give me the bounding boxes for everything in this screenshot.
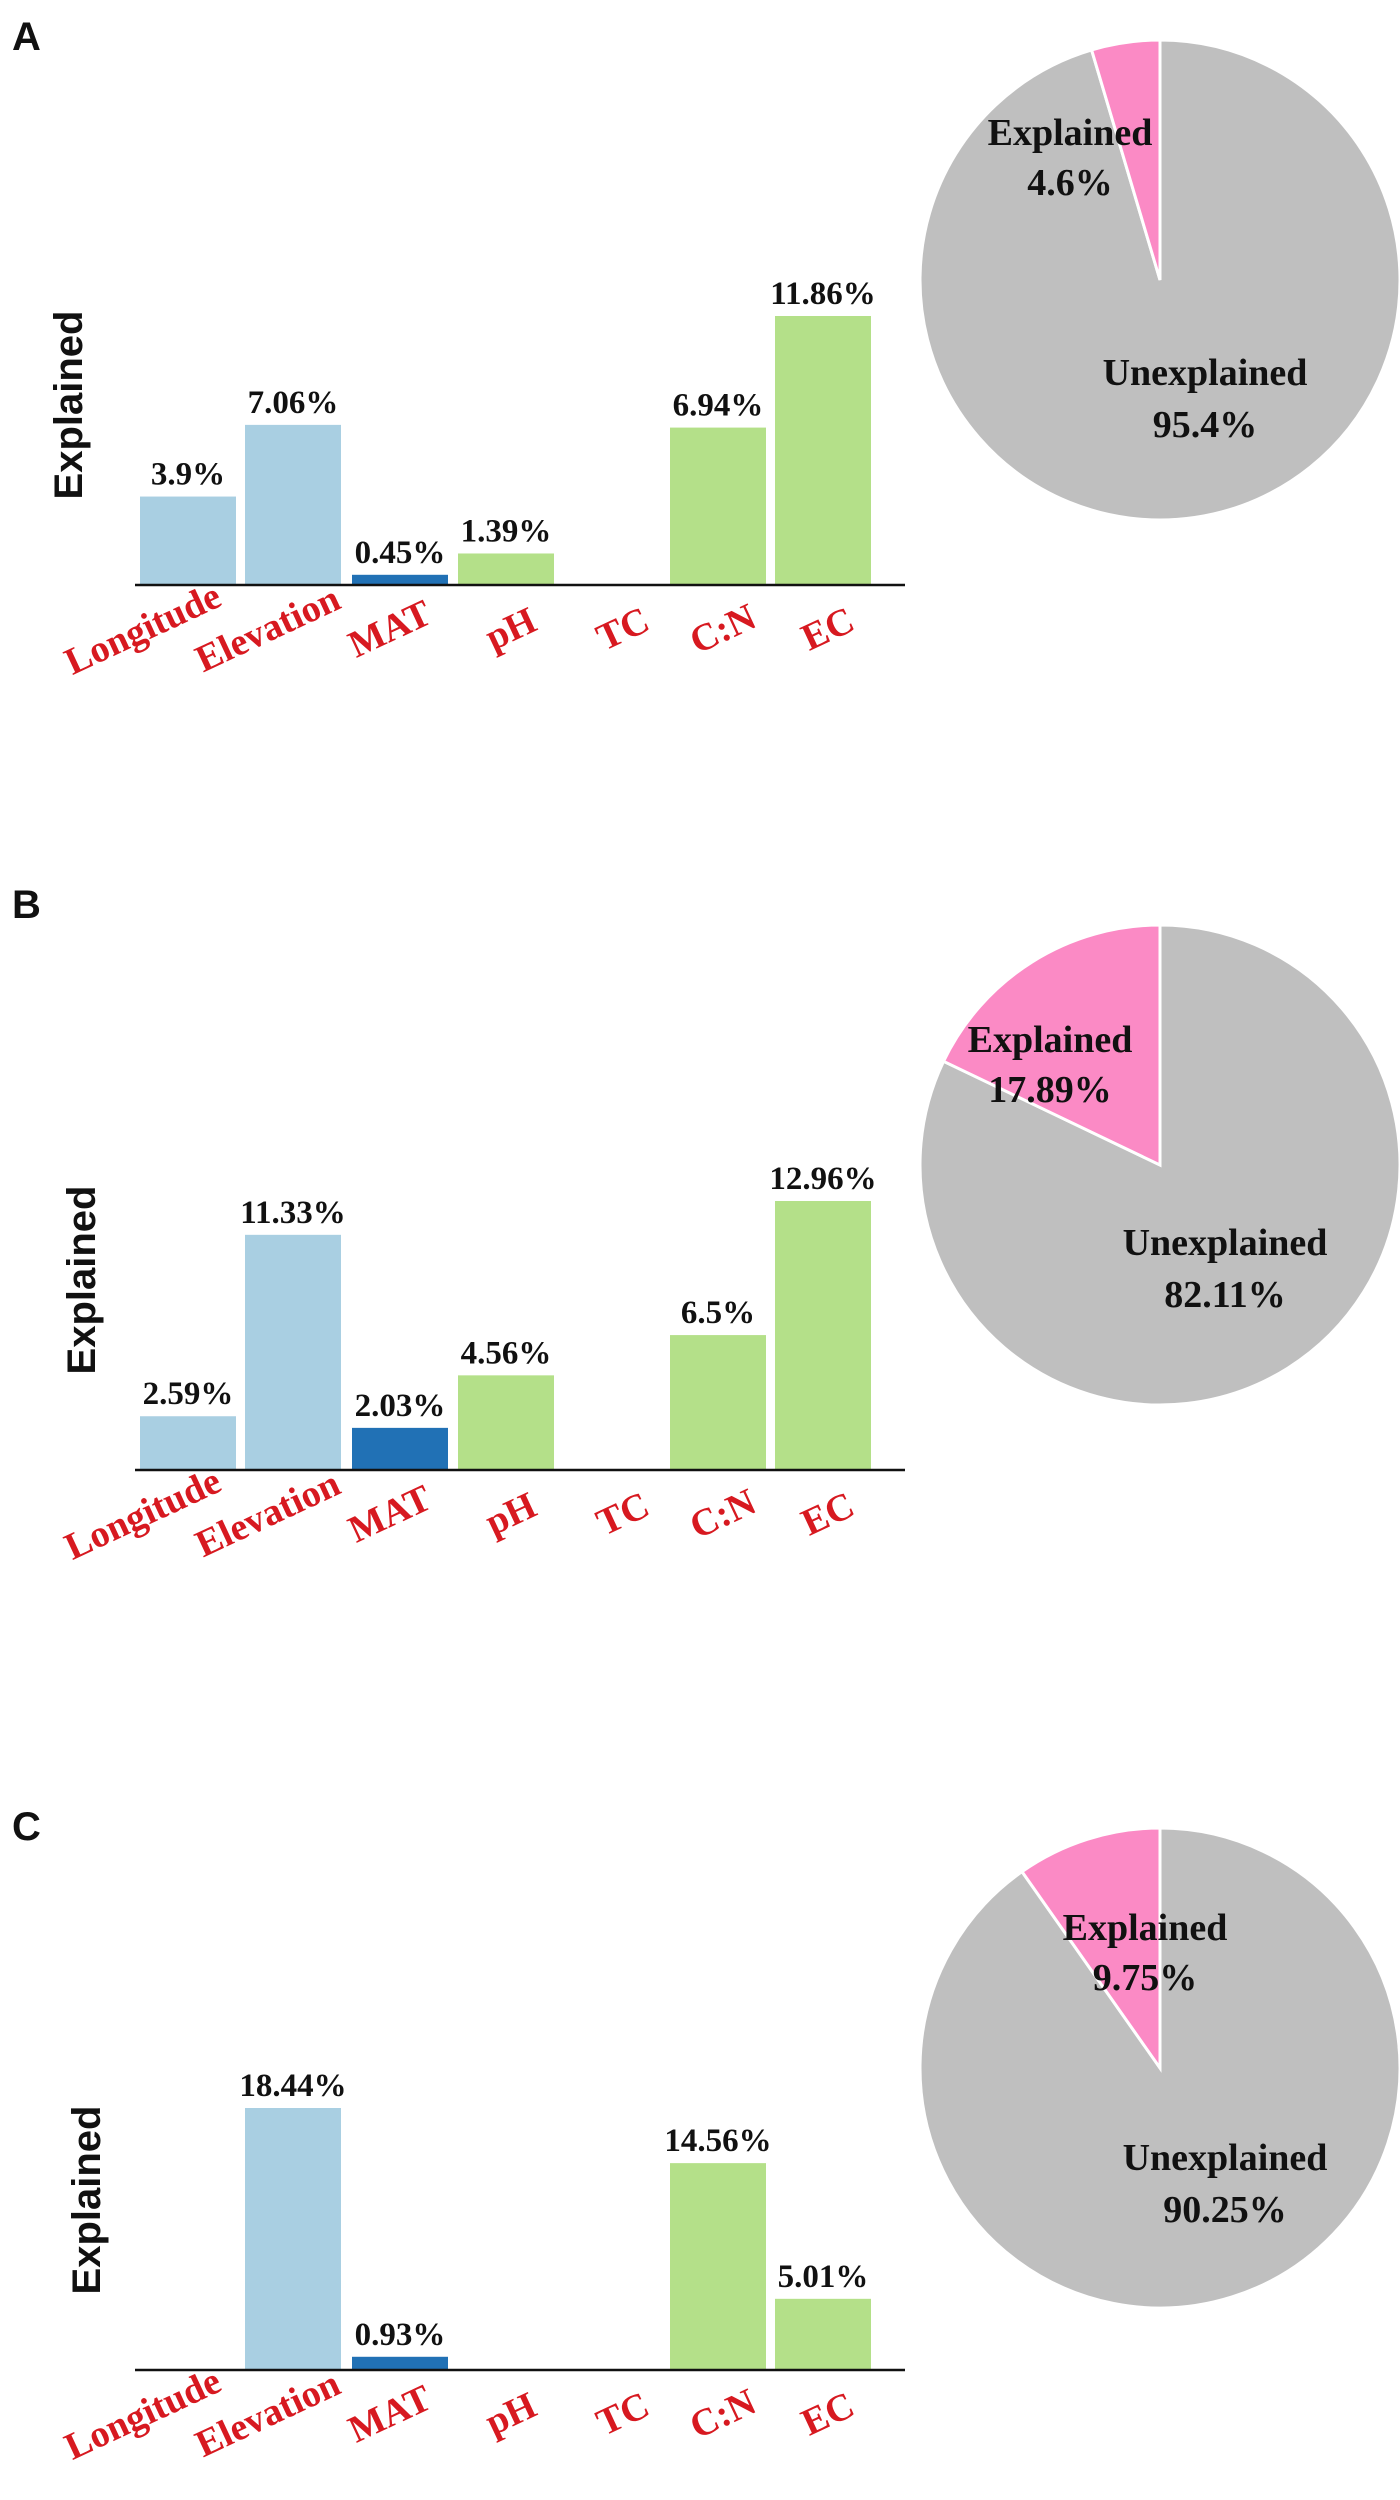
- bar-elevation: [245, 2108, 341, 2370]
- bar-value-label: 0.93%: [355, 2317, 446, 2353]
- bar-ph: [458, 1375, 554, 1470]
- pie-label-unexplained: Unexplained: [1123, 1222, 1328, 1264]
- pie-value-unexplained: 95.4%: [1153, 404, 1258, 446]
- panel-letter: B: [12, 883, 41, 927]
- pie-slice-explained: [941, 923, 1162, 1168]
- panel-B: B Explained 2.59% 11.33% 2.03% 4.56% 6.5% 12.96…: [12, 883, 1400, 1568]
- x-tick-label: pH: [479, 599, 543, 658]
- bar-c-n: [670, 2163, 766, 2370]
- bar-mat: [352, 574, 448, 585]
- bar-value-label: 1.39%: [461, 513, 552, 549]
- bar-elevation: [245, 424, 341, 585]
- bar-value-label: 6.5%: [681, 1295, 755, 1331]
- panel-letter: A: [12, 15, 41, 59]
- bar-value-label: 18.44%: [239, 2068, 346, 2104]
- pie-value-explained: 9.75%: [1093, 1957, 1198, 1999]
- bar-value-label: 12.96%: [769, 1161, 876, 1197]
- pie-label-explained: Explained: [988, 112, 1153, 154]
- bar-elevation: [245, 1234, 341, 1470]
- x-tick-label: MAT: [342, 592, 438, 666]
- x-tick-label: TC: [590, 1484, 656, 1544]
- bar-longitude: [140, 1416, 236, 1470]
- bar-value-label: 7.06%: [248, 385, 339, 421]
- bar-value-label: 2.59%: [143, 1376, 234, 1412]
- x-tick-label: C:N: [683, 596, 762, 663]
- pie-slice-explained: [1019, 1826, 1162, 2073]
- bar-value-label: 6.94%: [673, 388, 764, 424]
- x-tick-label: pH: [479, 1484, 543, 1543]
- bar-value-label: 14.56%: [664, 2123, 771, 2159]
- pie-label-unexplained: Unexplained: [1123, 2137, 1328, 2179]
- bar-value-label: 4.56%: [461, 1335, 552, 1371]
- x-tick-label: C:N: [683, 1481, 762, 1548]
- pie-slice-explained: [1089, 38, 1162, 281]
- x-tick-label: pH: [479, 2384, 543, 2443]
- panel-A: A Explained 3.9% 7.06% 0.45% 1.39% 6.94% 11.86%…: [12, 15, 1400, 683]
- x-tick-label: TC: [590, 2384, 656, 2444]
- x-tick-label: EC: [795, 2384, 861, 2444]
- pie-value-unexplained: 82.11%: [1164, 1274, 1285, 1316]
- pie-value-explained: 4.6%: [1027, 162, 1113, 204]
- bar-c-n: [670, 1335, 766, 1470]
- bar-ec: [775, 316, 871, 585]
- pie-value-explained: 17.89%: [988, 1069, 1112, 1111]
- bar-value-label: 3.9%: [151, 457, 225, 493]
- bar-value-label: 2.03%: [355, 1388, 446, 1424]
- bar-mat: [352, 2356, 448, 2370]
- bar-longitude: [140, 496, 236, 585]
- bar-value-label: 5.01%: [778, 2259, 869, 2295]
- bar-value-label: 0.45%: [355, 535, 446, 571]
- pie-label-unexplained: Unexplained: [1103, 352, 1308, 394]
- bar-ph: [458, 553, 554, 585]
- y-axis-label: Explained: [47, 311, 91, 500]
- x-tick-label: EC: [795, 599, 861, 659]
- bar-c-n: [670, 427, 766, 585]
- pie-value-unexplained: 90.25%: [1163, 2189, 1287, 2231]
- x-tick-label: MAT: [342, 2377, 438, 2451]
- pie-label-explained: Explained: [1063, 1907, 1228, 1949]
- y-axis-label: Explained: [65, 2106, 109, 2295]
- x-tick-label: MAT: [342, 1477, 438, 1551]
- x-tick-label: C:N: [683, 2381, 762, 2448]
- y-axis-label: Explained: [60, 1186, 104, 1375]
- panel-letter: C: [12, 1805, 41, 1849]
- bar-mat: [352, 1427, 448, 1470]
- bar-ec: [775, 1201, 871, 1470]
- panel-C: CExplained18.44%0.93%14.56%5.01%Longitud…: [12, 1805, 1400, 2468]
- bar-value-label: 11.33%: [240, 1195, 345, 1231]
- pie-label-explained: Explained: [968, 1019, 1133, 1061]
- bar-value-label: 11.86%: [770, 276, 875, 312]
- bar-ec: [775, 2298, 871, 2370]
- x-tick-label: TC: [590, 599, 656, 659]
- x-tick-label: EC: [795, 1484, 861, 1544]
